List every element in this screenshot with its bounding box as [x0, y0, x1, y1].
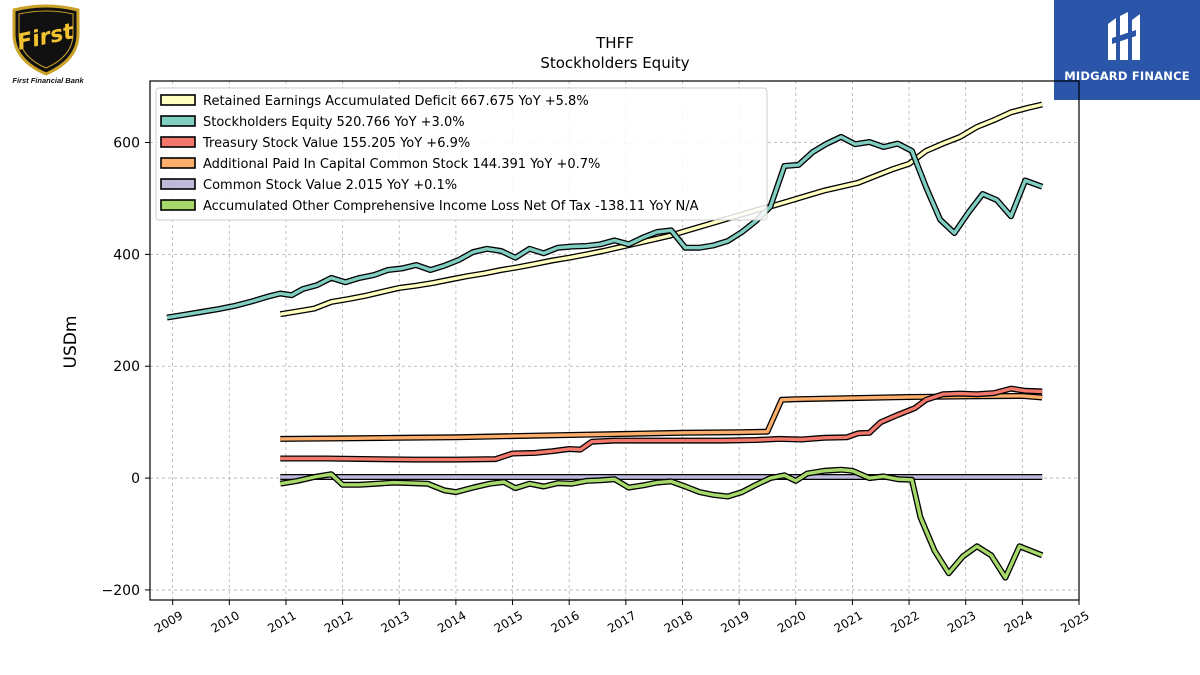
series-line-3 — [280, 386, 1043, 462]
x-tick-label: 2009 — [152, 608, 185, 635]
chart-subtitle: Stockholders Equity — [540, 54, 689, 72]
x-tick-label: 2014 — [435, 608, 468, 635]
series-line-6 — [280, 468, 1043, 580]
x-tick-label: 2025 — [1058, 608, 1091, 635]
chart-title: THFF — [595, 34, 634, 52]
plot-frame — [149, 80, 1080, 601]
y-tick-label: 600 — [113, 136, 140, 152]
y-tick-label: 0 — [131, 471, 140, 487]
legend-swatch — [160, 199, 196, 211]
legend-swatch — [160, 178, 196, 190]
shield-logo-icon: First — [12, 4, 80, 76]
x-tick-label: 2021 — [832, 608, 865, 635]
x-tick-label: 2024 — [1002, 608, 1035, 635]
x-tick-label: 2020 — [775, 608, 808, 635]
legend-entry: Accumulated Other Comprehensive Income L… — [203, 199, 699, 214]
logo-bank-name: First Financial Bank — [12, 76, 84, 85]
legend-box — [155, 87, 768, 221]
x-tick-label: 2023 — [945, 608, 978, 635]
y-tick-label: 400 — [113, 247, 140, 263]
legend-entry: Treasury Stock Value 155.205 YoY +6.9% — [202, 136, 470, 151]
x-tick-label: 2018 — [662, 608, 695, 635]
x-tick-label: 2011 — [265, 608, 298, 635]
legend-entry: Common Stock Value 2.015 YoY +0.1% — [203, 178, 457, 193]
x-tick-label: 2010 — [209, 608, 242, 635]
x-tick-label: 2019 — [718, 608, 751, 635]
first-financial-bank-logo: First First Financial Bank — [4, 4, 88, 86]
x-tick-label: 2013 — [379, 608, 412, 635]
midgard-brand-name: MIDGARD FINANCE — [1064, 69, 1190, 83]
x-tick-label: 2017 — [605, 608, 638, 635]
legend-entry: Stockholders Equity 520.766 YoY +3.0% — [203, 115, 465, 130]
legend-swatch — [160, 115, 196, 127]
x-tick-label: 2012 — [322, 608, 355, 635]
midgard-mark-icon — [1108, 12, 1140, 60]
x-tick-label: 2022 — [888, 608, 921, 635]
y-tick-label: −200 — [102, 583, 140, 599]
y-tick-label: 200 — [113, 359, 140, 375]
series-lines — [166, 101, 1044, 581]
legend-swatch — [160, 136, 196, 148]
legend: Retained Earnings Accumulated Deficit 66… — [155, 87, 768, 221]
midgard-finance-logo: MIDGARD FINANCE — [1054, 0, 1200, 100]
legend-swatch — [160, 157, 196, 169]
y-axis-label: USDm — [61, 316, 81, 369]
legend-swatch — [160, 94, 196, 106]
x-tick-label: 2015 — [492, 608, 525, 635]
series-line-2 — [166, 135, 1043, 320]
legend-entry: Retained Earnings Accumulated Deficit 66… — [203, 94, 589, 109]
legend-entry: Additional Paid In Capital Common Stock … — [203, 157, 600, 172]
x-tick-label: 2016 — [548, 608, 581, 635]
series-outline — [279, 466, 1044, 581]
